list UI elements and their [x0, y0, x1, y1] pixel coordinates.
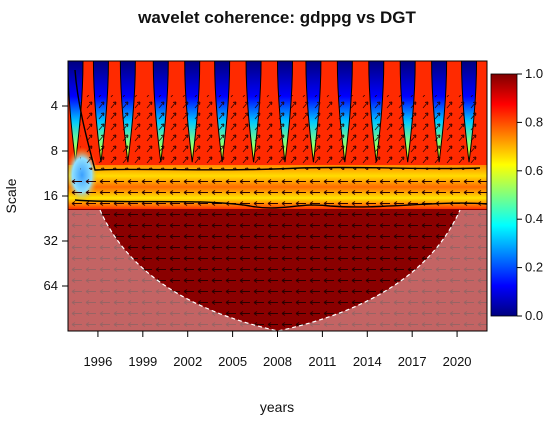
x-tick-label: 2005 [218, 354, 247, 369]
y-tick-label: 4 [51, 98, 58, 113]
y-tick-label: 8 [51, 143, 58, 158]
x-axis-label: years [260, 399, 294, 415]
y-tick-label: 64 [44, 278, 58, 293]
significance-contour [74, 69, 481, 171]
significance-contour-lower [74, 199, 487, 209]
x-tick-label: 2017 [398, 354, 427, 369]
x-tick-label: 2002 [173, 354, 202, 369]
low-coherence-peak [68, 61, 83, 163]
colorbar-tick-label: 0.8 [525, 114, 543, 129]
x-tick-label: 2020 [443, 354, 472, 369]
x-tick-label: 2011 [308, 354, 336, 369]
y-axis-label: Scale [3, 178, 19, 213]
cone-of-influence-edge [99, 209, 461, 331]
colorbar-tick-label: 1.0 [525, 66, 543, 81]
y-tick-label: 16 [44, 188, 58, 203]
chart-title: wavelet coherence: gdppg vs DGT [137, 8, 416, 27]
x-tick-label: 2008 [263, 354, 292, 369]
colorbar-tick-label: 0.2 [525, 260, 543, 275]
colorbar-tick-label: 0.0 [525, 308, 543, 323]
arrows-small-scale [80, 95, 480, 170]
x-tick-label: 2014 [353, 354, 382, 369]
colorbar [490, 73, 518, 317]
colorbar-axis: 0.0 0.2 0.4 0.6 0.8 1.0 [517, 66, 543, 323]
y-tick-label: 32 [44, 233, 58, 248]
colorbar-tick-label: 0.4 [525, 211, 543, 226]
plot-area [68, 61, 487, 331]
cone-of-influence-shade [68, 210, 487, 331]
x-tick-label: 1996 [83, 354, 112, 369]
x-axis: 1996 1999 2002 2005 2008 2011 2014 2017 2020 [83, 331, 472, 369]
x-tick-label: 1999 [128, 354, 157, 369]
colorbar-tick-label: 0.6 [525, 163, 543, 178]
y-axis: 4 8 16 32 64 [44, 98, 68, 293]
